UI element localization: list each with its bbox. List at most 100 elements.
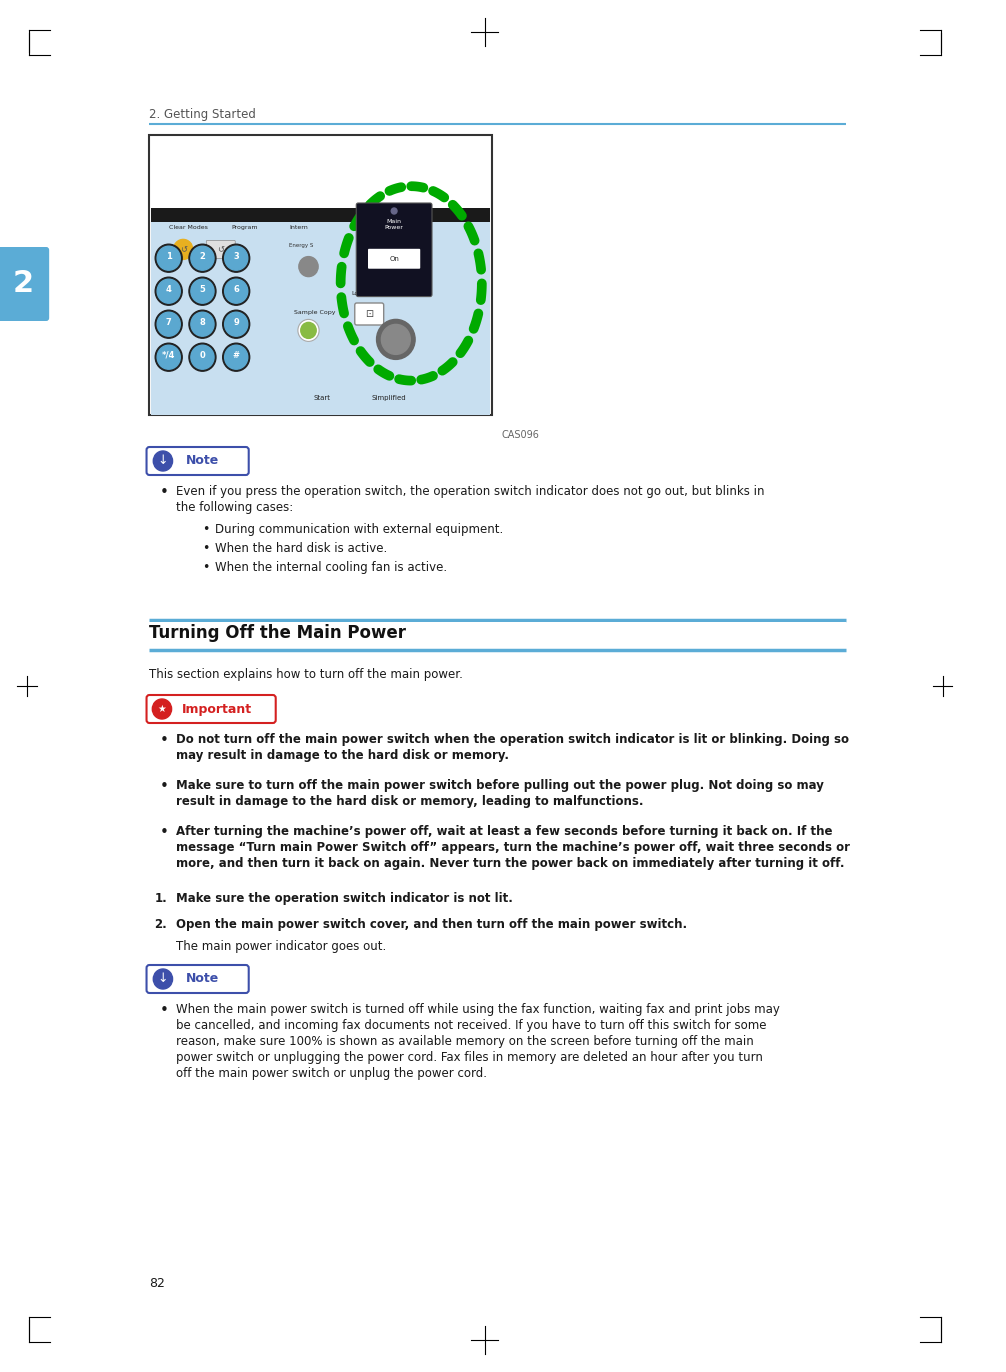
Circle shape xyxy=(155,310,182,339)
Text: be cancelled, and incoming fax documents not received. If you have to turn off t: be cancelled, and incoming fax documents… xyxy=(176,1019,767,1032)
Text: Intern: Intern xyxy=(289,225,308,229)
Circle shape xyxy=(157,279,180,303)
Circle shape xyxy=(153,969,173,989)
Text: Make sure to turn off the main power switch before pulling out the power plug. N: Make sure to turn off the main power swi… xyxy=(176,779,824,792)
Text: 3: 3 xyxy=(233,251,239,261)
Text: •: • xyxy=(159,1003,168,1018)
Text: After turning the machine’s power off, wait at least a few seconds before turnin: After turning the machine’s power off, w… xyxy=(176,825,833,838)
Text: 8: 8 xyxy=(199,318,205,327)
Text: •: • xyxy=(159,484,168,499)
Text: ↺: ↺ xyxy=(217,244,224,254)
Text: 1: 1 xyxy=(166,251,172,261)
Text: Even if you press the operation switch, the operation switch indicator does not : Even if you press the operation switch, … xyxy=(176,484,765,498)
Text: This section explains how to turn off the main power.: This section explains how to turn off th… xyxy=(150,668,464,681)
Text: Turning Off the Main Power: Turning Off the Main Power xyxy=(150,624,406,642)
Circle shape xyxy=(155,343,182,372)
Text: ⊡: ⊡ xyxy=(365,309,373,320)
Text: ★: ★ xyxy=(158,704,166,713)
Text: 0: 0 xyxy=(199,351,205,359)
Circle shape xyxy=(224,313,247,336)
FancyBboxPatch shape xyxy=(356,203,432,296)
FancyBboxPatch shape xyxy=(150,622,846,648)
FancyBboxPatch shape xyxy=(147,447,248,475)
Text: 6: 6 xyxy=(233,285,239,294)
Text: may result in damage to the hard disk or memory.: may result in damage to the hard disk or… xyxy=(176,749,509,761)
Circle shape xyxy=(157,246,180,270)
Circle shape xyxy=(224,279,247,303)
Text: •: • xyxy=(159,733,168,748)
Text: The main power indicator goes out.: The main power indicator goes out. xyxy=(176,940,386,954)
Text: ↓: ↓ xyxy=(158,454,168,468)
Circle shape xyxy=(391,209,397,214)
Text: •: • xyxy=(201,561,209,573)
Text: Program: Program xyxy=(231,225,258,229)
Text: During communication with external equipment.: During communication with external equip… xyxy=(215,523,503,536)
Circle shape xyxy=(157,313,180,336)
Text: 7: 7 xyxy=(166,318,172,327)
Circle shape xyxy=(376,320,415,359)
Text: CAS096: CAS096 xyxy=(501,429,539,440)
Text: On: On xyxy=(389,255,399,262)
Circle shape xyxy=(381,324,410,354)
Text: Note: Note xyxy=(186,973,219,985)
Text: ↺: ↺ xyxy=(180,244,187,254)
Text: When the internal cooling fan is active.: When the internal cooling fan is active. xyxy=(215,561,447,573)
Circle shape xyxy=(189,343,216,372)
FancyBboxPatch shape xyxy=(151,214,490,414)
Text: more, and then turn it back on again. Never turn the power back on immediately a: more, and then turn it back on again. Ne… xyxy=(176,858,845,870)
Text: 5: 5 xyxy=(199,285,205,294)
Circle shape xyxy=(191,346,214,369)
Circle shape xyxy=(299,257,318,277)
Circle shape xyxy=(224,246,247,270)
Circle shape xyxy=(189,244,216,272)
Text: •: • xyxy=(159,825,168,840)
Text: result in damage to the hard disk or memory, leading to malfunctions.: result in damage to the hard disk or mem… xyxy=(176,794,644,808)
FancyBboxPatch shape xyxy=(0,247,49,321)
Text: ↓: ↓ xyxy=(158,973,168,985)
Text: Note: Note xyxy=(186,454,219,468)
Text: 2: 2 xyxy=(199,251,205,261)
Text: Login/Logout: Login/Logout xyxy=(352,291,392,296)
Text: Important: Important xyxy=(182,702,252,716)
Circle shape xyxy=(301,322,316,339)
Circle shape xyxy=(191,246,214,270)
Text: Make sure the operation switch indicator is not lit.: Make sure the operation switch indicator… xyxy=(176,892,513,906)
Text: 1.: 1. xyxy=(154,892,167,906)
Circle shape xyxy=(173,239,193,259)
Text: message “Turn main Power Switch off” appears, turn the machine’s power off, wait: message “Turn main Power Switch off” app… xyxy=(176,841,850,853)
Text: •: • xyxy=(201,523,209,536)
Circle shape xyxy=(222,277,249,305)
Text: 4: 4 xyxy=(166,285,172,294)
Text: Sample Copy: Sample Copy xyxy=(294,310,336,316)
Text: Main: Main xyxy=(386,220,401,224)
Circle shape xyxy=(153,451,173,471)
Text: 9: 9 xyxy=(233,318,239,327)
Circle shape xyxy=(189,310,216,339)
FancyBboxPatch shape xyxy=(151,207,490,222)
FancyBboxPatch shape xyxy=(147,965,248,993)
Circle shape xyxy=(189,277,216,305)
Text: •: • xyxy=(159,779,168,794)
Circle shape xyxy=(191,313,214,336)
Circle shape xyxy=(222,343,249,372)
Text: the following cases:: the following cases: xyxy=(176,501,294,514)
Text: 2: 2 xyxy=(12,269,33,299)
FancyBboxPatch shape xyxy=(368,248,421,269)
Text: 2. Getting Started: 2. Getting Started xyxy=(150,108,257,121)
Circle shape xyxy=(155,244,182,272)
FancyBboxPatch shape xyxy=(355,303,383,325)
Text: When the main power switch is turned off while using the fax function, waiting f: When the main power switch is turned off… xyxy=(176,1003,781,1017)
Circle shape xyxy=(191,279,214,303)
FancyBboxPatch shape xyxy=(206,240,235,258)
Text: •: • xyxy=(201,542,209,556)
Circle shape xyxy=(222,244,249,272)
Text: Start: Start xyxy=(313,395,330,402)
Text: power switch or unplugging the power cord. Fax files in memory are deleted an ho: power switch or unplugging the power cor… xyxy=(176,1051,764,1065)
Text: Power: Power xyxy=(384,225,403,230)
Circle shape xyxy=(224,346,247,369)
Text: Clear Modes: Clear Modes xyxy=(169,225,207,229)
Text: */4: */4 xyxy=(162,351,175,359)
Text: Open the main power switch cover, and then turn off the main power switch.: Open the main power switch cover, and th… xyxy=(176,918,687,932)
Circle shape xyxy=(152,698,172,719)
Circle shape xyxy=(222,310,249,339)
